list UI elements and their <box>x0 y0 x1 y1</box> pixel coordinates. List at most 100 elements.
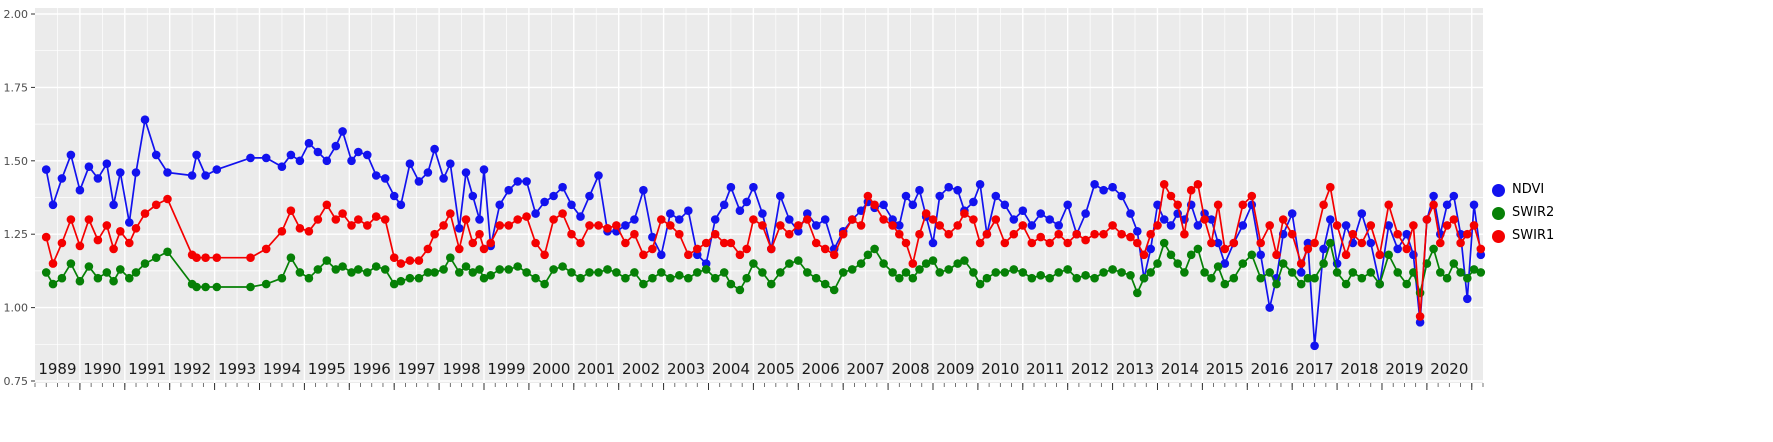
data-point-NDVI <box>1027 221 1037 230</box>
data-point-SWIR1 <box>531 238 540 248</box>
data-point-SWIR2 <box>758 268 767 277</box>
data-point-SWIR1 <box>935 221 944 230</box>
series-SWIR1 <box>41 180 1486 321</box>
data-point-SWIR2 <box>1442 273 1452 283</box>
data-point-SWIR2 <box>953 259 962 268</box>
data-point-SWIR1 <box>1442 221 1452 230</box>
data-point-SWIR1 <box>1193 180 1203 189</box>
data-point-SWIR2 <box>908 273 918 283</box>
data-point-SWIR1 <box>1099 229 1108 239</box>
data-point-SWIR1 <box>1133 238 1142 248</box>
data-point-SWIR1 <box>960 209 969 218</box>
data-point-SWIR1 <box>455 244 464 254</box>
x-tick-label: 2015 <box>1206 360 1244 378</box>
data-point-SWIR1 <box>648 244 657 254</box>
data-point-NDVI <box>389 191 399 201</box>
data-point-SWIR2 <box>1332 268 1342 277</box>
data-point-SWIR2 <box>675 271 684 280</box>
data-point-SWIR1 <box>192 253 201 262</box>
data-point-SWIR2 <box>585 268 594 277</box>
data-point-SWIR1 <box>657 215 666 224</box>
data-point-NDVI <box>131 168 141 177</box>
data-point-SWIR2 <box>201 282 210 292</box>
data-point-NDVI <box>776 191 785 201</box>
data-point-SWIR1 <box>1469 221 1479 230</box>
data-point-NDVI <box>212 165 222 174</box>
data-point-SWIR2 <box>863 250 873 260</box>
data-point-SWIR2 <box>1186 250 1196 260</box>
data-point-SWIR1 <box>558 209 567 218</box>
data-point-SWIR2 <box>1238 259 1248 268</box>
data-point-SWIR1 <box>1200 215 1209 224</box>
data-point-NDVI <box>657 250 666 260</box>
x-tick-label: 1997 <box>398 360 436 378</box>
data-point-SWIR2 <box>1402 279 1411 289</box>
data-point-NDVI <box>953 185 962 195</box>
data-point-SWIR1 <box>811 238 821 248</box>
x-tick-label: 1996 <box>353 360 391 378</box>
data-point-NDVI <box>66 150 76 160</box>
data-point-SWIR1 <box>735 250 745 260</box>
data-point-SWIR1 <box>1319 200 1328 210</box>
data-point-NDVI <box>549 191 558 201</box>
data-point-SWIR2 <box>116 265 125 274</box>
data-point-SWIR1 <box>475 229 484 239</box>
x-tick-label: 2017 <box>1296 360 1334 378</box>
data-point-SWIR1 <box>969 215 978 224</box>
data-point-NDVI <box>915 185 924 195</box>
data-point-SWIR2 <box>567 268 576 277</box>
data-point-NDVI <box>1099 185 1108 195</box>
data-point-NDVI <box>567 200 576 210</box>
data-point-SWIR1 <box>495 221 505 230</box>
data-point-SWIR1 <box>1348 229 1358 239</box>
data-point-SWIR1 <box>1415 312 1425 321</box>
data-point-NDVI <box>558 182 567 192</box>
data-point-SWIR1 <box>1213 200 1223 210</box>
data-point-SWIR2 <box>414 273 424 283</box>
data-point-SWIR2 <box>921 259 931 268</box>
data-point-SWIR1 <box>261 244 271 254</box>
data-point-SWIR1 <box>612 221 621 230</box>
data-point-SWIR2 <box>1200 268 1209 277</box>
data-point-SWIR2 <box>109 276 118 286</box>
data-point-SWIR1 <box>1384 200 1393 210</box>
data-point-SWIR1 <box>1139 250 1149 260</box>
data-point-SWIR1 <box>540 250 549 260</box>
data-point-SWIR1 <box>1063 238 1072 248</box>
data-point-NDVI <box>187 171 197 180</box>
data-point-NDVI <box>1207 215 1216 224</box>
data-point-SWIR2 <box>1229 273 1239 283</box>
x-tick-label: 2018 <box>1340 360 1378 378</box>
data-point-SWIR2 <box>66 259 76 268</box>
data-point-SWIR1 <box>1449 215 1459 224</box>
data-point-NDVI <box>1126 209 1135 218</box>
data-point-NDVI <box>1213 238 1223 248</box>
data-point-NDVI <box>1415 318 1425 327</box>
data-point-SWIR2 <box>439 265 448 274</box>
data-point-SWIR2 <box>246 282 255 292</box>
data-point-NDVI <box>109 200 118 210</box>
data-point-SWIR1 <box>879 215 888 224</box>
data-point-SWIR1 <box>389 253 399 262</box>
data-point-SWIR2 <box>277 273 287 283</box>
data-point-SWIR1 <box>1310 238 1319 248</box>
data-point-SWIR1 <box>767 244 776 254</box>
data-point-SWIR1 <box>1357 238 1367 248</box>
data-point-SWIR1 <box>405 256 415 265</box>
data-point-SWIR2 <box>363 268 372 277</box>
data-point-NDVI <box>576 212 585 221</box>
data-point-SWIR2 <box>1476 268 1486 277</box>
data-point-SWIR2 <box>1287 268 1297 277</box>
x-tick-label: 2007 <box>847 360 885 378</box>
data-point-SWIR1 <box>838 229 848 239</box>
data-point-SWIR2 <box>847 265 857 274</box>
data-point-SWIR1 <box>1153 221 1162 230</box>
data-point-NDVI <box>446 159 455 168</box>
data-point-NDVI <box>151 150 161 160</box>
data-point-SWIR2 <box>1027 273 1037 283</box>
x-axis: 1989 1990 1991 1992 1993 1994 1995 1996 1997 1998… <box>34 360 1484 390</box>
data-point-SWIR1 <box>1429 200 1438 210</box>
x-tick-label: 2019 <box>1385 360 1423 378</box>
data-point-SWIR1 <box>1341 250 1351 260</box>
x-tick-label: 2012 <box>1071 360 1109 378</box>
